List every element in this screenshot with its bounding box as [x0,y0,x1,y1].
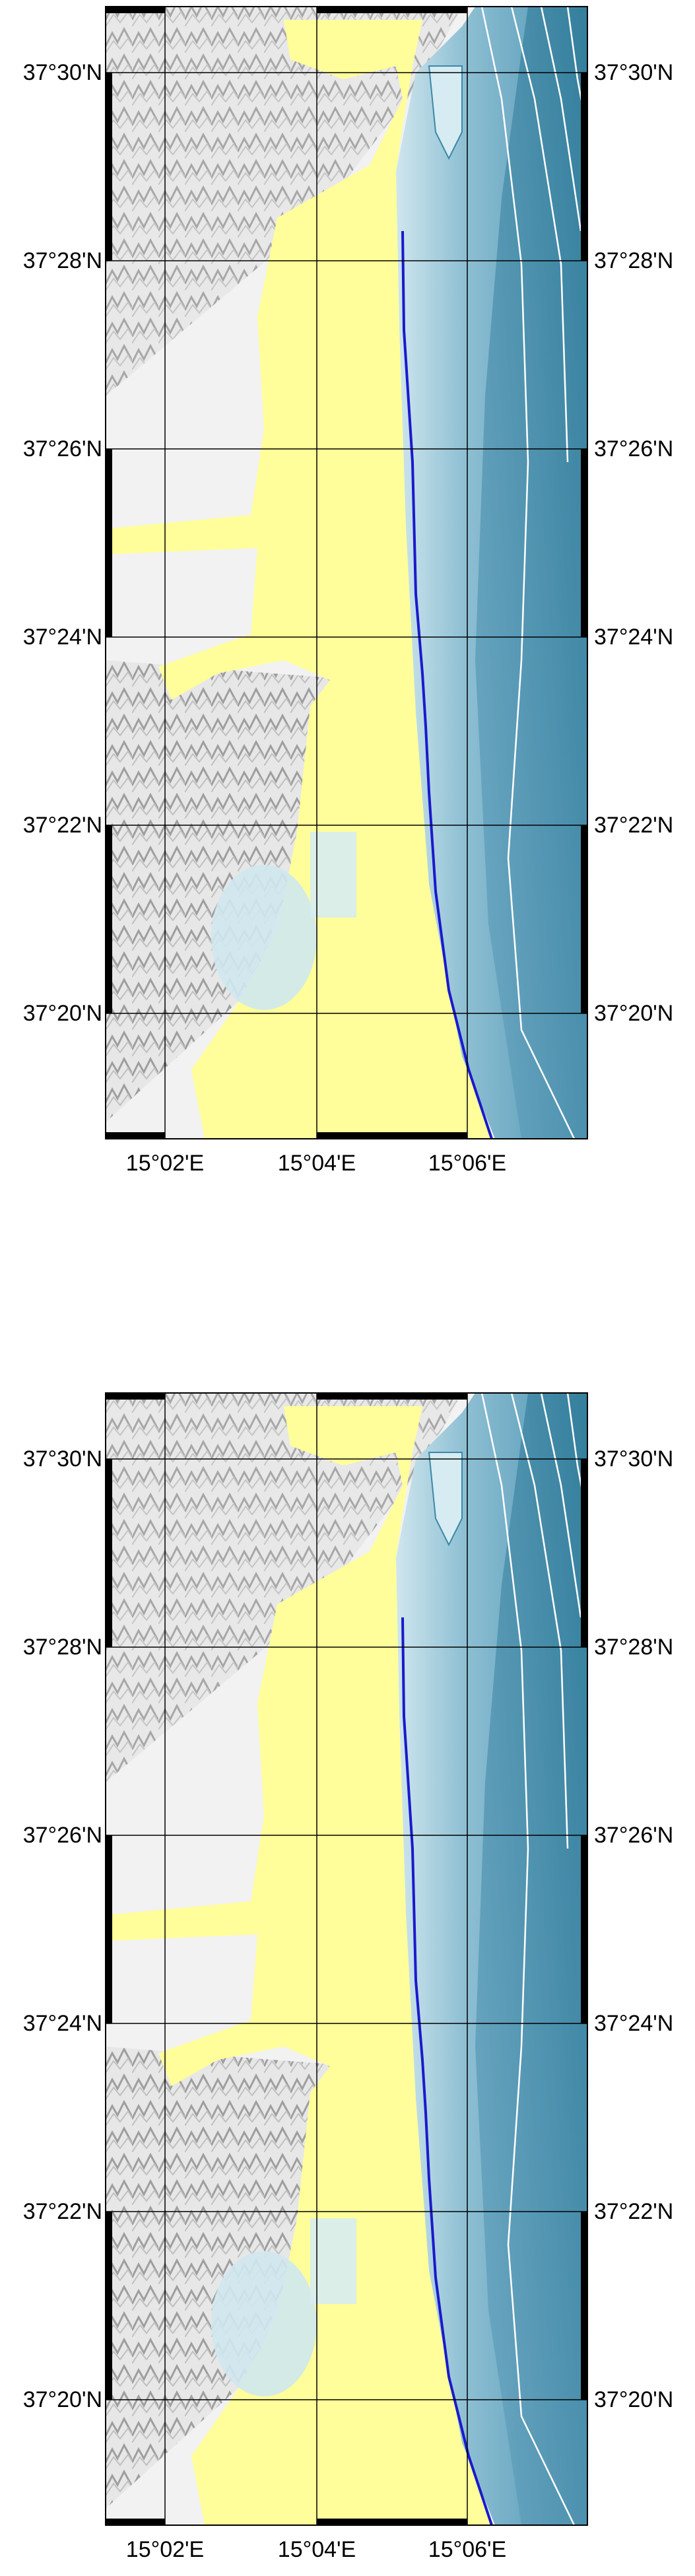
inundation-area [106,20,492,1139]
hillshade-north [106,1393,462,1782]
lat-label-left: 37°26'N [22,1823,102,1848]
frame-ticks [106,7,587,1139]
shoreline [401,230,493,1139]
lat-label-left: 37°30'N [22,60,102,85]
map-figure [105,6,589,1139]
coastal-pond-east [310,832,356,918]
lat-label-right: 37°20'N [594,2387,674,2412]
lat-label-left: 37°28'N [22,1635,102,1660]
lat-label-left: 37°26'N [22,436,102,461]
lon-label: 15°04'E [277,2537,356,2562]
map-panel-bottom: 37°30'N 37°28'N 37°26'N 37°24'N 37°22'N … [0,1386,695,2575]
map-figure [105,1392,589,2526]
lon-label: 15°06'E [428,1151,507,1176]
shoreline [401,1617,493,2526]
inundation-area [106,1406,492,2525]
lon-label: 15°06'E [428,2537,507,2562]
coastal-pond [211,865,317,1010]
coastal-pond [211,2251,317,2396]
lat-label-left: 37°24'N [22,625,102,650]
lat-label-right: 37°30'N [594,1446,674,1472]
lat-label-left: 37°24'N [22,2011,102,2036]
sea-deep-area [475,1393,587,2525]
lat-label-right: 37°20'N [594,1001,674,1026]
lat-label-left: 37°22'N [22,2199,102,2224]
lon-label: 15°04'E [277,1151,356,1176]
lat-label-right: 37°22'N [594,813,674,838]
lat-label-left: 37°22'N [22,813,102,838]
harbour [428,65,463,160]
map-panel-top: 37°30'N 37°28'N 37°26'N 37°24'N 37°22'N … [0,0,695,1188]
lon-label: 15°02'E [125,2537,205,2562]
sea-deep-area [475,7,587,1139]
lat-label-right: 37°26'N [594,436,674,461]
hillshade-north [106,7,462,396]
graticule [106,7,587,1139]
lat-label-right: 37°24'N [594,625,674,650]
lon-label: 15°02'E [125,1151,205,1176]
lat-label-right: 37°24'N [594,2011,674,2036]
bathymetry-contours [480,1392,589,2526]
lat-label-right: 37°28'N [594,248,674,273]
lat-label-left: 37°20'N [22,1001,102,1026]
harbour [428,1452,463,1547]
graticule [106,1393,587,2525]
lat-label-left: 37°28'N [22,248,102,273]
lat-label-left: 37°20'N [22,2387,102,2412]
lat-label-right: 37°30'N [594,60,674,85]
coastal-pond-east [310,2218,356,2304]
lat-label-left: 37°30'N [22,1446,102,1472]
frame-ticks [106,1393,587,2525]
lat-label-right: 37°26'N [594,1823,674,1848]
lat-label-right: 37°22'N [594,2199,674,2224]
lat-label-right: 37°28'N [594,1635,674,1660]
